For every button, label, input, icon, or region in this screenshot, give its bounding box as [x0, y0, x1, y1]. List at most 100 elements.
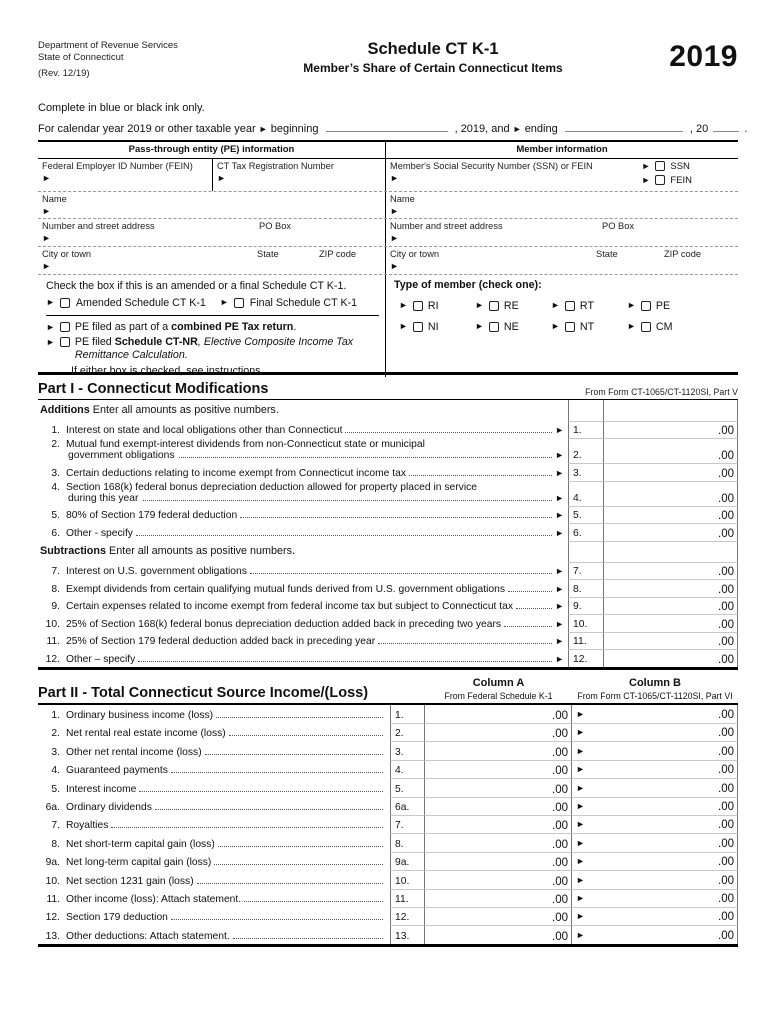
pointer-icon: ► — [555, 583, 564, 594]
line-number-box: 12. — [568, 649, 603, 667]
column-a-amount-cell[interactable]: .00 — [425, 833, 572, 852]
column-a-amount-cell[interactable]: .00 — [425, 778, 572, 797]
column-b-amount-cell[interactable]: ► .00 — [572, 814, 738, 834]
fein-checkbox[interactable] — [655, 175, 666, 186]
member-type-option: ► PE — [627, 300, 703, 312]
column-b-amount-cell[interactable]: ► .00 — [572, 833, 738, 852]
member-type-checkbox[interactable] — [564, 321, 575, 332]
member-type-checkbox[interactable] — [488, 321, 499, 332]
ctnr-checkbox[interactable] — [59, 337, 70, 347]
ending-date-input[interactable] — [564, 120, 683, 132]
member-state-input-area[interactable] — [596, 259, 656, 272]
column-a-amount-cell[interactable]: .00 — [425, 814, 572, 834]
part1-amount-cell[interactable]: .00 — [603, 463, 738, 481]
part1-amount-cell[interactable]: .00 — [603, 523, 738, 541]
line-number-box: 6. — [568, 523, 603, 541]
part1-amount-cell[interactable]: .00 — [603, 438, 738, 464]
dotted-leader — [378, 643, 553, 645]
line-label: Interest on U.S. government obligations — [66, 566, 247, 578]
combined-return-checkbox[interactable] — [59, 321, 70, 332]
ct-registration-input-area[interactable] — [226, 173, 381, 183]
line-number-box: 13. — [390, 925, 425, 944]
column-b-amount-cell[interactable]: ► .00 — [572, 704, 738, 724]
part1-amount-cell[interactable]: .00 — [603, 505, 738, 524]
column-a-amount-cell[interactable]: .00 — [425, 796, 572, 815]
column-a-amount-cell[interactable]: .00 — [425, 851, 572, 871]
part1-row: 9. Certain expenses related to income ex… — [38, 596, 738, 615]
ending-year-input[interactable] — [713, 120, 740, 132]
combined-return-option: ► PE filed as part of a combined PE Tax … — [46, 320, 297, 333]
member-pobox-input-area[interactable] — [602, 231, 734, 244]
member-name-input-area[interactable] — [399, 206, 734, 216]
beginning-date-input[interactable] — [325, 120, 448, 132]
member-type-checkbox[interactable] — [564, 300, 575, 311]
line-label-continued: during this year — [68, 492, 139, 504]
pe-zip-input-area[interactable] — [319, 259, 381, 272]
member-id-input-area[interactable] — [399, 173, 638, 183]
id-type-checkboxes: ► SSN ► FEIN — [641, 159, 738, 191]
column-b-amount-cell[interactable]: ► .00 — [572, 759, 738, 779]
pe-name-input-area[interactable] — [51, 206, 381, 216]
pointer-icon: ► — [42, 205, 51, 216]
part1-amount-cell[interactable]: .00 — [603, 596, 738, 615]
cents-suffix: .00 — [718, 874, 734, 887]
pointer-icon: ► — [555, 510, 564, 521]
column-a-amount-cell[interactable]: .00 — [425, 723, 572, 742]
member-zip-input-area[interactable] — [664, 259, 734, 272]
part1-amount-cell[interactable]: .00 — [603, 579, 738, 597]
calendar-mid: , 2019, and — [454, 122, 510, 135]
part1-amount-cell[interactable]: .00 — [603, 480, 738, 506]
member-street-input-area[interactable] — [399, 233, 594, 243]
fein-input-area[interactable] — [51, 173, 208, 183]
column-a-amount-cell[interactable]: .00 — [425, 741, 572, 760]
pointer-icon: ► — [555, 653, 564, 664]
pe-city-input-area[interactable] — [51, 261, 249, 271]
part1-amount-cell[interactable]: .00 — [603, 561, 738, 580]
final-checkbox[interactable] — [233, 297, 244, 308]
column-b-amount-cell[interactable]: ► .00 — [572, 796, 738, 815]
column-a-amount-cell[interactable]: .00 — [425, 888, 572, 907]
column-a-amount-cell[interactable]: .00 — [425, 704, 572, 724]
amended-checkbox[interactable] — [59, 297, 70, 308]
column-a-amount-cell[interactable]: .00 — [425, 759, 572, 779]
column-b-amount-cell[interactable]: ► .00 — [572, 723, 738, 742]
member-type-checkbox[interactable] — [412, 300, 423, 311]
line-number-gutter: 1. — [51, 425, 60, 437]
part1-row: 6. Other - specify ► 6. .00 — [38, 523, 738, 541]
column-a-amount-cell[interactable]: .00 — [425, 870, 572, 889]
part1-amount-cell[interactable]: .00 — [603, 420, 738, 439]
cents-suffix: .00 — [552, 838, 568, 851]
member-type-checkbox[interactable] — [412, 321, 423, 332]
member-type-label: CM — [655, 320, 673, 333]
part1-amount-cell[interactable]: .00 — [603, 614, 738, 632]
member-type-checkbox[interactable] — [640, 300, 651, 311]
column-a-amount-cell[interactable]: .00 — [425, 925, 572, 944]
form-header: Department of Revenue Services State of … — [38, 40, 738, 80]
column-b-amount-cell[interactable]: ► .00 — [572, 906, 738, 926]
subtractions-heading-row: Subtractions Enter all amounts as positiv… — [38, 540, 738, 562]
member-type-checkbox[interactable] — [488, 300, 499, 311]
dotted-leader — [216, 717, 383, 719]
line-number-box: 9a. — [390, 851, 425, 871]
column-b-amount-cell[interactable]: ► .00 — [572, 851, 738, 871]
form-title: Schedule CT K-1 — [367, 40, 499, 58]
column-b-amount-cell[interactable]: ► .00 — [572, 741, 738, 760]
member-city-input-area[interactable] — [399, 261, 588, 271]
pe-pobox-input-area[interactable] — [259, 231, 381, 244]
line-label: Certain expenses related to income exemp… — [66, 601, 513, 613]
pe-state-input-area[interactable] — [257, 259, 311, 272]
line-number-box: 6a. — [390, 796, 425, 815]
ssn-checkbox[interactable] — [655, 161, 666, 172]
member-type-checkbox[interactable] — [640, 321, 651, 332]
column-b-amount-cell[interactable]: ► .00 — [572, 778, 738, 797]
amended-option: ► Amended Schedule CT K-1 — [46, 297, 206, 309]
column-a-amount-cell[interactable]: .00 — [425, 906, 572, 926]
part1-amount-cell[interactable]: .00 — [603, 649, 738, 667]
part1-amount-cell[interactable]: .00 — [603, 631, 738, 650]
dotted-leader — [138, 660, 553, 662]
column-b-amount-cell[interactable]: ► .00 — [572, 888, 738, 907]
column-b-amount-cell[interactable]: ► .00 — [572, 870, 738, 889]
line-number-box: 3. — [568, 463, 603, 481]
column-b-amount-cell[interactable]: ► .00 — [572, 925, 738, 944]
pe-street-input-area[interactable] — [51, 233, 251, 243]
